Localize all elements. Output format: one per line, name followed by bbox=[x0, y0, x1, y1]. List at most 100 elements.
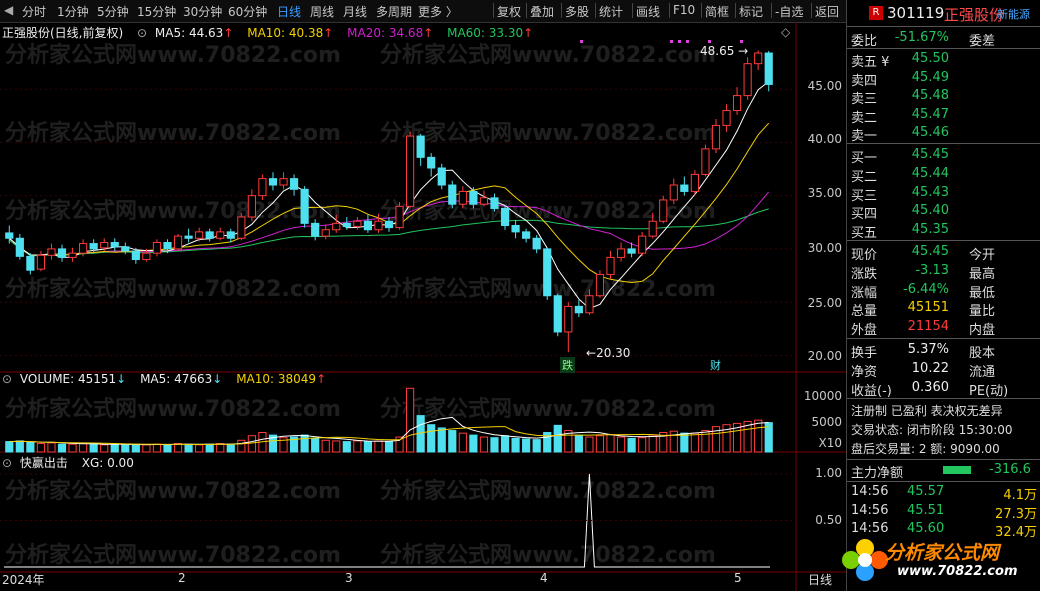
volume-bar bbox=[384, 441, 394, 453]
period-tab-1[interactable]: 1分钟 bbox=[57, 5, 89, 19]
stock-name[interactable]: 正强股份 bbox=[944, 6, 1005, 24]
candle-body bbox=[300, 188, 309, 224]
period-tab-7[interactable]: 周线 bbox=[310, 5, 335, 19]
date-label-0: 2024年 bbox=[2, 573, 45, 587]
volume-bar bbox=[659, 432, 668, 453]
tick-time: 14:56 bbox=[851, 502, 889, 518]
tag-die[interactable]: 跌 bbox=[560, 357, 575, 373]
low-annotation: ←20.30 bbox=[586, 346, 631, 360]
period-tab-4[interactable]: 30分钟 bbox=[183, 5, 223, 19]
back-arrow-icon[interactable]: ◀ bbox=[4, 3, 14, 17]
stat-value: -3.13 bbox=[915, 262, 949, 278]
candle-body bbox=[722, 110, 731, 126]
toolbar-btn-7[interactable]: 标记 bbox=[739, 5, 764, 19]
price-tick-20: 20.00 bbox=[807, 349, 842, 363]
chart-area[interactable]: 分析家公式网www.70822.com 分析家公式网www.70822.com 分析… bbox=[0, 22, 846, 591]
period-tab-9[interactable]: 多周期 bbox=[376, 5, 413, 19]
bid-row[interactable]: 买四 45.40 bbox=[851, 203, 1037, 223]
period-tab-10[interactable]: 更多 〉 bbox=[418, 5, 458, 19]
candle-body bbox=[184, 235, 193, 239]
stat2-label-right: 流通 bbox=[969, 364, 996, 380]
candle-body bbox=[553, 295, 562, 333]
period-tab-8[interactable]: 月线 bbox=[343, 5, 368, 19]
volume-bar bbox=[574, 434, 583, 453]
candle-body bbox=[342, 222, 351, 228]
toolbar-btn-0[interactable]: 复权 bbox=[497, 5, 522, 19]
volume-bar bbox=[26, 441, 35, 453]
candle-body bbox=[100, 242, 109, 249]
tick-row: 14:56 45.60 32.4万 bbox=[851, 521, 1037, 540]
bid-row[interactable]: 买三 45.43 bbox=[851, 184, 1037, 204]
tag-cai[interactable]: 财 bbox=[710, 359, 721, 372]
tick-time: 14:56 bbox=[851, 521, 889, 536]
high-value: 48.65 bbox=[700, 44, 735, 58]
candle-body bbox=[532, 237, 541, 250]
period-tab-3[interactable]: 15分钟 bbox=[137, 5, 177, 19]
toolbar-separator bbox=[669, 3, 670, 18]
volume-bar bbox=[585, 436, 594, 453]
ask-row[interactable]: 卖三 45.48 bbox=[851, 88, 1037, 107]
tick-price: 45.57 bbox=[907, 484, 945, 499]
low-value: 20.30 bbox=[596, 346, 631, 360]
volume-settings-icon[interactable]: ⊙ bbox=[2, 372, 13, 386]
bid-row[interactable]: 买五 45.35 bbox=[851, 222, 1037, 241]
diamond-icon[interactable]: ◇ bbox=[781, 25, 791, 39]
period-tab-2[interactable]: 5分钟 bbox=[97, 5, 129, 19]
candle-body bbox=[606, 256, 615, 275]
toolbar-btn-2[interactable]: 多股 bbox=[565, 5, 590, 19]
bid-price: 45.43 bbox=[911, 184, 949, 200]
toolbar-separator bbox=[811, 3, 812, 18]
volume-bar bbox=[743, 420, 752, 453]
tick-time: 14:56 bbox=[851, 484, 889, 499]
volume-bar bbox=[279, 437, 288, 453]
volume-bar bbox=[89, 443, 98, 453]
volume-bar bbox=[57, 443, 67, 453]
candle-body bbox=[595, 273, 605, 297]
candle-body bbox=[479, 197, 489, 205]
settings-icon[interactable]: ⊙ bbox=[137, 26, 148, 40]
ask-row[interactable]: 卖一 45.46 bbox=[851, 125, 1037, 144]
toolbar-btn-4[interactable]: 画线 bbox=[636, 5, 661, 19]
candle-body bbox=[406, 135, 415, 207]
bid-price: 45.35 bbox=[911, 222, 949, 238]
vol-unit: X10 bbox=[818, 436, 843, 450]
stat2-label: 收益(-) bbox=[851, 383, 892, 399]
ask-row[interactable]: 卖二 45.47 bbox=[851, 107, 1037, 126]
sector-link[interactable]: 新能源 bbox=[997, 8, 1030, 21]
toolbar-btn-1[interactable]: 叠加 bbox=[530, 5, 555, 19]
stat-row: 涨跌 -3.13 最高 bbox=[851, 262, 1037, 282]
volume-bar bbox=[311, 437, 320, 453]
volume-bar bbox=[764, 422, 773, 453]
divider bbox=[847, 481, 1040, 482]
indicator-settings-icon[interactable]: ⊙ bbox=[2, 456, 13, 470]
bid-label: 买四 bbox=[851, 207, 878, 223]
signal-marker bbox=[708, 40, 711, 43]
toolbar-btn-3[interactable]: 统计 bbox=[599, 5, 624, 19]
price-tick-40: 40.00 bbox=[807, 132, 842, 146]
candle-body bbox=[511, 224, 520, 233]
bid-row[interactable]: 买二 45.44 bbox=[851, 166, 1037, 185]
ask-row[interactable]: 卖四 45.49 bbox=[851, 70, 1037, 89]
volume-bar bbox=[522, 438, 531, 453]
candle-body bbox=[680, 184, 689, 192]
ma60-arrow: ↑ bbox=[523, 26, 534, 40]
volume-arrow: ↓ bbox=[116, 372, 127, 386]
date-label-2: 3 bbox=[345, 571, 353, 585]
stat2-row: 换手 5.37% 股本 bbox=[851, 342, 1037, 361]
bid-row[interactable]: 买一 45.45 bbox=[851, 147, 1037, 166]
kline-chart[interactable]: 分析家公式网www.70822.com 分析家公式网www.70822.com 分析… bbox=[0, 22, 846, 591]
toolbar-btn-5[interactable]: F10 bbox=[673, 3, 696, 17]
toolbar-btn-8[interactable]: -自选 bbox=[775, 5, 804, 19]
volume-bar bbox=[363, 441, 372, 453]
period-tab-5[interactable]: 60分钟 bbox=[228, 5, 268, 19]
ask-row[interactable]: 卖五 ¥ 45.50 bbox=[851, 51, 1037, 70]
period-tab-6[interactable]: 日线 bbox=[277, 5, 302, 19]
period-tab-0[interactable]: 分时 bbox=[22, 5, 47, 19]
toolbar-btn-9[interactable]: 返回 bbox=[815, 5, 840, 19]
signal-marker bbox=[678, 40, 681, 43]
toolbar-btn-6[interactable]: 简框 bbox=[705, 5, 730, 19]
candle-body bbox=[216, 231, 225, 239]
stat-value: -6.44% bbox=[903, 281, 949, 297]
candle-body bbox=[110, 242, 119, 248]
volume-bar bbox=[648, 434, 657, 453]
